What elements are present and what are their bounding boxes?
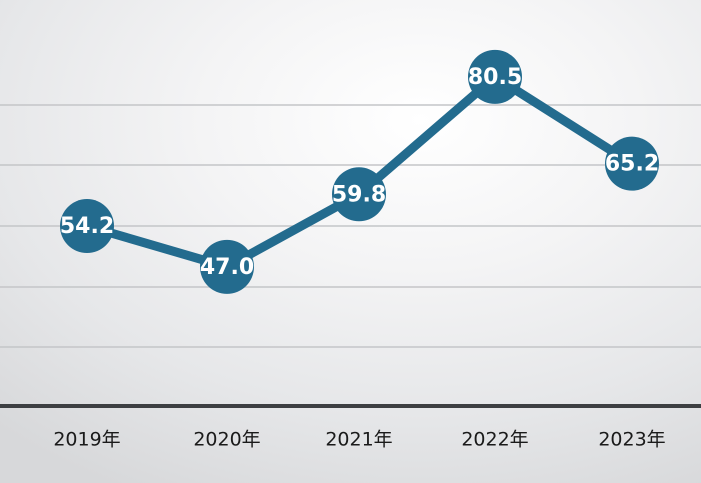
x-tick-label-4: 2023年 xyxy=(598,429,665,451)
data-label-1: 47.0 xyxy=(200,255,254,280)
data-point-2 xyxy=(332,167,386,222)
data-label-3: 80.5 xyxy=(468,65,522,90)
data-point-3 xyxy=(468,49,522,104)
x-tick-label-3: 2022年 xyxy=(461,429,528,451)
data-point-1 xyxy=(200,239,254,294)
data-label-0: 54.2 xyxy=(60,214,114,239)
data-label-4: 65.2 xyxy=(605,152,659,177)
data-point-4 xyxy=(605,136,659,191)
x-tick-label-2: 2021年 xyxy=(325,429,392,451)
data-label-2: 59.8 xyxy=(332,182,386,207)
data-point-0 xyxy=(60,199,114,254)
x-tick-label-1: 2020年 xyxy=(193,429,260,451)
x-tick-label-0: 2019年 xyxy=(53,429,120,451)
